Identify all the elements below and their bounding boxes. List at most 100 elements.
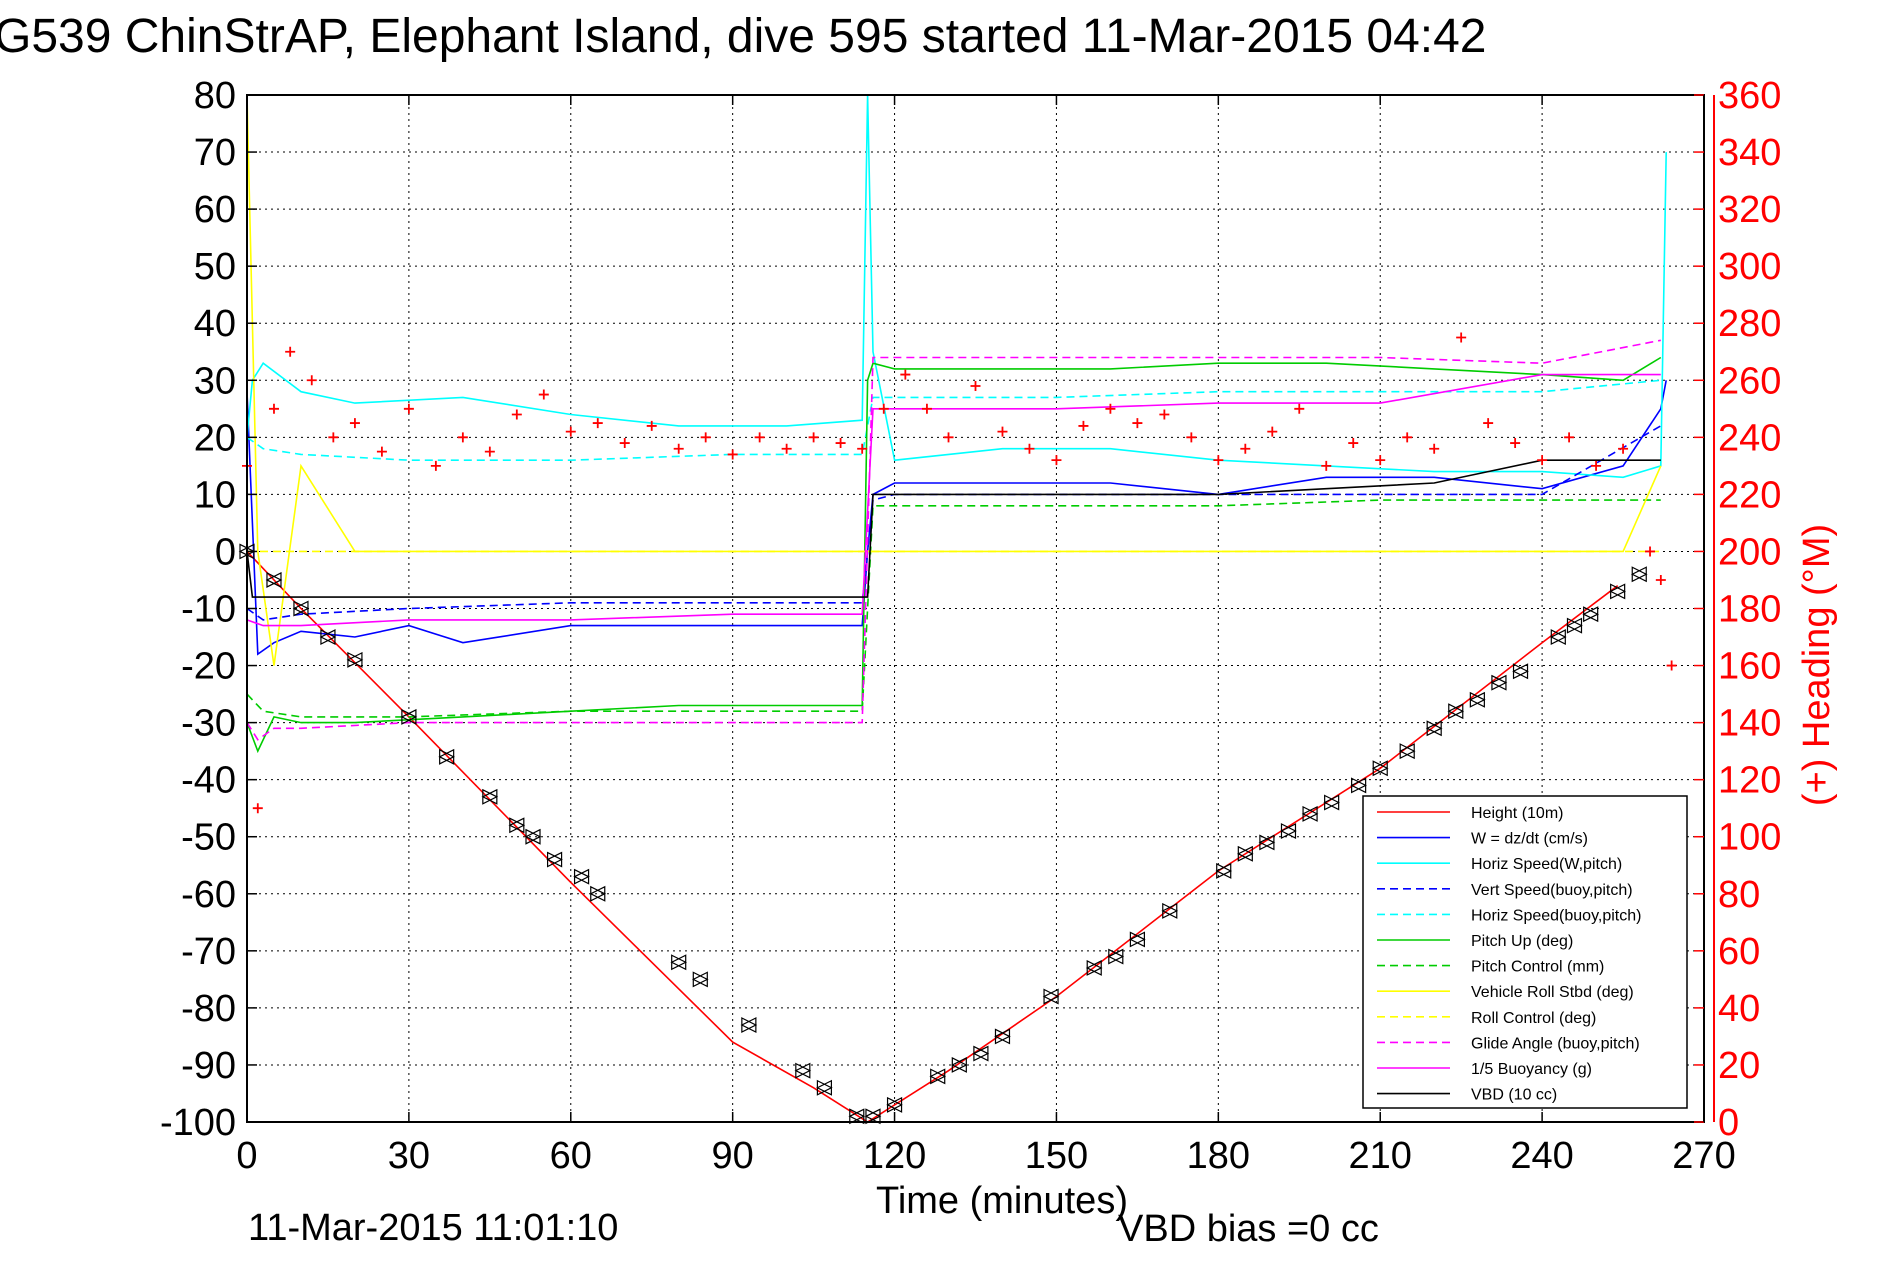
depth-marker [794,1062,812,1079]
right-y-tick-label: 240 [1718,417,1781,459]
right-y-tick-label: 160 [1718,646,1781,688]
left-axis: 80 70 60 50 40 30 20 10 0 -10 -20 -30 -40 -50 -60 -70 -8… [160,75,257,1144]
y-tick-label: 30 [194,360,236,402]
heading-marker [538,389,549,400]
footer-bias: VBD bias =0 cc [1118,1208,1379,1250]
heading-marker [646,420,657,431]
heading-marker [511,409,522,420]
series-line [246,356,1662,754]
legend-label: Roll Control (deg) [1471,1010,1596,1027]
legend-label: VBD (10 cc) [1471,1087,1557,1104]
footer-date: 11-Mar-2015 11:01:10 [248,1207,618,1249]
heading-marker [1294,403,1305,414]
x-tick-label: 60 [550,1135,592,1177]
heading-marker [878,403,889,414]
plot-area [238,94,1677,1125]
heading-marker [1402,432,1413,443]
depth-marker [589,885,607,902]
right-y-tick-label: 120 [1718,760,1781,802]
legend-label: Height (10m) [1471,805,1563,822]
heading-marker [376,446,387,457]
y-tick-label: -40 [181,760,236,802]
heading-marker [673,443,684,454]
heading-marker [1591,460,1602,471]
x-axis-label: Time (minutes) [876,1180,1128,1222]
heading-marker [900,369,911,380]
legend-label: Vehicle Roll Stbd (deg) [1471,984,1634,1001]
depth-marker [1085,959,1103,976]
depth-marker [319,629,337,645]
depth-marker [691,971,709,988]
heading-marker [943,432,954,443]
right-y-tick-label: 80 [1718,874,1760,916]
y-tick-label: -80 [181,988,236,1030]
x-tick-label: 90 [712,1135,754,1177]
y-tick-label: -10 [181,589,236,631]
depth-marker [1630,566,1648,583]
depth-marker [1161,902,1179,919]
depth-marker [1371,760,1389,777]
depth-marker [1609,583,1627,600]
depth-marker [848,1108,866,1125]
depth-marker [1549,629,1567,645]
depth-marker [1566,617,1583,634]
heading-marker [1159,409,1170,420]
right-axis-label: (+) Heading (°M) [1796,524,1838,806]
depth-marker [546,851,563,868]
x-tick-label: 240 [1510,1135,1573,1177]
heading-marker [592,418,603,429]
heading-marker [349,418,360,429]
heading-marker [268,403,279,414]
depth-marker [1582,606,1600,623]
depth-marker [1258,834,1276,851]
depth-marker [508,817,526,834]
depth-marker [929,1068,947,1085]
depth-marker [864,1108,882,1125]
x-tick-label: 180 [1187,1135,1250,1177]
depth-marker [573,868,590,885]
legend-label: Vert Speed(buoy,pitch) [1471,882,1633,899]
right-y-tick-label: 60 [1718,931,1760,973]
y-tick-label: -20 [181,646,236,688]
heading-marker [808,432,819,443]
heading-marker [328,432,339,443]
depth-marker [1042,988,1060,1005]
y-tick-label: 50 [194,246,236,288]
depth-marker [994,1028,1011,1045]
depth-marker [670,954,688,971]
heading-marker [306,375,317,386]
right-y-tick-label: 180 [1718,589,1781,631]
legend-label: Pitch Control (mm) [1471,959,1604,976]
heading-marker [921,403,932,414]
right-y-tick-label: 300 [1718,246,1781,288]
y-tick-label: -70 [181,931,236,973]
legend-label: W = dz/dt (cm/s) [1471,831,1588,848]
heading-marker [1618,443,1629,454]
heading-marker [1456,332,1467,343]
right-y-tick-label: 260 [1718,360,1781,402]
y-tick-label: -60 [181,874,236,916]
depth-marker [1323,794,1341,811]
right-y-tick-label: 40 [1718,988,1760,1030]
y-tick-label: 20 [194,417,236,459]
heading-marker [1213,455,1224,466]
heading-marker [1321,460,1332,471]
heading-marker [1375,455,1386,466]
heading-marker [1564,432,1575,443]
right-y-tick-label: 100 [1718,817,1781,859]
depth-marker [1280,823,1297,839]
legend-label: Glide Angle (buoy,pitch) [1471,1035,1640,1052]
depth-marker [1350,777,1367,794]
heading-marker [1078,420,1089,431]
series-line [246,459,1661,598]
series-line [246,425,1662,621]
heading-marker [1240,443,1251,454]
depth-marker [265,572,283,588]
heading-marker [781,443,792,454]
depth-marker [1215,862,1233,879]
series-line [246,499,1661,718]
heading-marker [1537,455,1548,466]
x-tick-label: 120 [863,1135,926,1177]
depth-marker [950,1056,968,1073]
right-y-tick-label: 20 [1718,1045,1760,1087]
